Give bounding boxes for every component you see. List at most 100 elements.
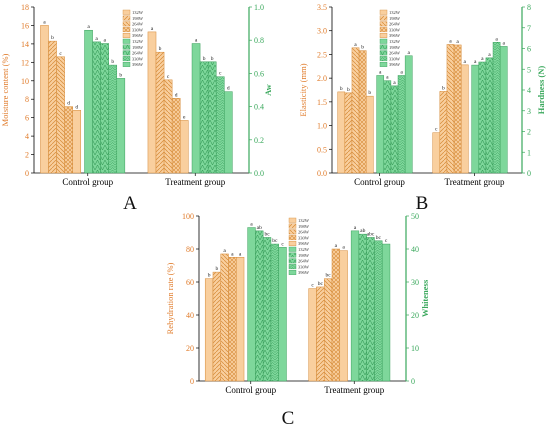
legend-swatch <box>379 44 388 50</box>
legend-label: 396W <box>132 62 144 67</box>
significance-label: c <box>167 74 170 80</box>
bar-left-330W <box>171 98 181 174</box>
significance-label: d <box>227 86 230 92</box>
bar-right-264W <box>366 237 375 382</box>
right-tick-label: 3 <box>527 107 531 116</box>
significance-label: a <box>495 36 498 42</box>
significance-label: a <box>449 38 452 44</box>
legend-swatch <box>379 56 388 62</box>
significance-label: a <box>250 222 253 228</box>
right-tick-label: 0 <box>411 377 415 386</box>
panel-label: C <box>282 408 295 429</box>
legend-swatch <box>288 264 297 270</box>
left-tick-label: 80 <box>186 245 194 254</box>
significance-label: b <box>203 56 206 62</box>
significance-label: a <box>393 80 396 86</box>
bar-right-132W <box>84 29 93 174</box>
left-tick-label: 40 <box>186 311 194 320</box>
significance-label: a <box>335 243 338 249</box>
significance-label: c <box>385 238 388 244</box>
bar-right-396W <box>404 55 413 174</box>
left-tick-label: 14 <box>21 40 29 49</box>
right-tick-label: 0.8 <box>254 36 264 45</box>
right-axis-label: Hardness (N) <box>536 66 546 115</box>
legend-label: 264W <box>132 51 144 56</box>
left-axis-label: Moisture content (%) <box>0 53 10 126</box>
right-tick-label: 50 <box>411 212 419 221</box>
left-tick-label: 0.5 <box>317 145 327 154</box>
bar-right-132W <box>247 227 256 382</box>
significance-label: d <box>67 101 70 107</box>
significance-label: a <box>342 245 345 251</box>
bar-right-264W <box>262 237 272 382</box>
significance-label: c <box>59 51 62 57</box>
bar-right-198W <box>199 61 209 174</box>
legend-swatch <box>122 33 131 38</box>
legend-label: 330W <box>389 27 401 32</box>
bar-right-330W <box>492 42 501 174</box>
bar-right-132W <box>191 43 201 174</box>
bar-left-132W <box>308 288 317 382</box>
left-axis-label: Elasticity (mm) <box>298 63 308 116</box>
legend-label: 396W <box>389 33 401 38</box>
bar-right-396W <box>116 78 126 174</box>
bar-right-396W <box>278 247 287 382</box>
right-tick-label: 30 <box>411 278 419 287</box>
significance-label: bc <box>272 238 278 244</box>
bar-left-396W <box>236 257 245 382</box>
left-tick-label: 20 <box>186 344 194 353</box>
legend-label: 132W <box>132 10 144 15</box>
right-axis-label: Whiteness <box>420 279 430 317</box>
legend-swatch <box>288 258 297 264</box>
significance-label: a <box>87 24 90 30</box>
significance-label: bc <box>318 281 324 287</box>
x-tick-label: Treatment group <box>165 177 225 187</box>
left-tick-label: 0 <box>190 377 194 386</box>
bar-left-132W <box>337 91 346 174</box>
legend-label: 396W <box>298 241 310 246</box>
bar-left-330W <box>453 44 462 174</box>
legend-label: 264W <box>132 22 144 27</box>
left-tick-label: 3.5 <box>317 3 327 12</box>
bar-right-396W <box>224 91 233 174</box>
legend-swatch <box>288 252 297 258</box>
left-tick-label: 6 <box>25 114 29 123</box>
left-tick-label: 4 <box>25 132 29 141</box>
bar-left-330W <box>358 50 367 174</box>
significance-label: c <box>219 71 222 77</box>
right-tick-label: 4 <box>527 86 531 95</box>
bar-right-264W <box>390 85 399 174</box>
significance-label: a <box>95 36 98 42</box>
significance-label: c <box>311 283 314 289</box>
legend-swatch <box>122 9 131 15</box>
legend-label: 198W <box>389 45 401 50</box>
right-tick-label: 6 <box>527 45 531 54</box>
bar-left-198W <box>316 286 325 382</box>
left-tick-label: 100 <box>182 212 194 221</box>
legend-swatch <box>379 9 388 15</box>
significance-label: a <box>354 225 357 231</box>
bar-left-198W <box>439 91 448 174</box>
right-tick-label: 10 <box>411 344 419 353</box>
x-tick-label: Control group <box>354 177 405 187</box>
bar-right-198W <box>255 230 264 382</box>
legend-label: 330W <box>298 264 310 269</box>
significance-label: b <box>119 72 122 78</box>
significance-label: a <box>481 56 484 62</box>
right-tick-label: 1 <box>527 148 531 157</box>
significance-label: d <box>75 104 78 110</box>
significance-label: a <box>502 40 505 46</box>
significance-label: b <box>111 59 114 65</box>
chart-panel-a: 0 2 4 6 8 10 12 14 16 18 0.0 0.2 0.4 0.6 0.8 1.0 Moistur… <box>0 3 273 214</box>
significance-label: a <box>354 42 357 48</box>
legend-label: 198W <box>389 16 401 21</box>
left-tick-label: 2.0 <box>317 74 327 83</box>
legend-label: 198W <box>298 253 310 258</box>
bar-right-132W <box>376 75 385 174</box>
bar-left-132W <box>204 278 214 382</box>
bar-left-396W <box>339 250 348 382</box>
